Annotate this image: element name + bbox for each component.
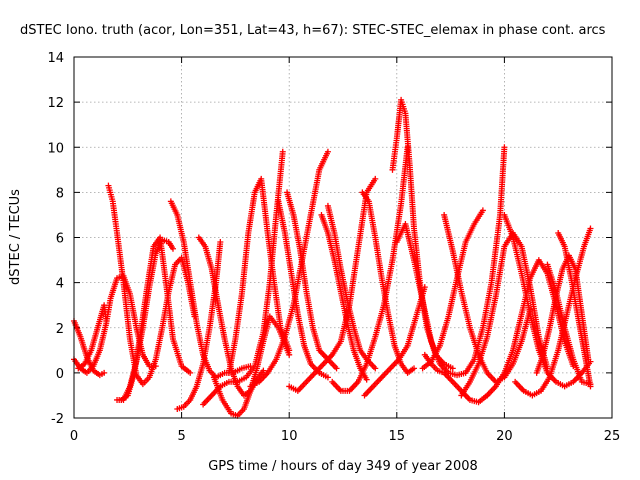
- chart-title: dSTEC Iono. truth (acor, Lon=351, Lat=43…: [20, 23, 606, 38]
- data-point: [101, 369, 108, 376]
- data-point: [279, 148, 286, 155]
- x-axis-label: GPS time / hours of day 349 of year 2008: [208, 459, 478, 474]
- data-point: [372, 365, 379, 372]
- data-point: [501, 144, 508, 151]
- data-series-25: [421, 351, 491, 406]
- data-point: [411, 365, 418, 372]
- x-tick-label: 0: [70, 429, 78, 444]
- data-series-6: [118, 234, 194, 403]
- y-tick-label: 4: [56, 277, 64, 292]
- data-point: [286, 347, 293, 354]
- data-point: [103, 317, 110, 324]
- data-series-18: [324, 202, 379, 372]
- data-point: [363, 376, 370, 383]
- plot-frame: [73, 56, 613, 419]
- data-series-12: [225, 175, 293, 376]
- data-point: [479, 207, 486, 214]
- data-series-8: [174, 239, 224, 412]
- y-tick-label: 14: [47, 51, 64, 66]
- data-point: [260, 367, 267, 374]
- data-series-15: [284, 189, 340, 372]
- data-series-3: [75, 302, 110, 372]
- data-point: [169, 245, 176, 252]
- data-series-10: [200, 148, 286, 408]
- data-series-4: [105, 182, 198, 388]
- axis-ticks: 0 5 10 15 20 25 -2 0 2 4 6 8 10 12 14: [47, 51, 620, 444]
- y-tick-label: 8: [56, 186, 64, 201]
- y-tick-label: -2: [51, 412, 64, 427]
- y-tick-label: 6: [56, 232, 64, 247]
- x-tick-label: 20: [496, 429, 513, 444]
- data-point: [324, 374, 331, 381]
- data-points: [71, 96, 594, 419]
- data-series-27: [458, 229, 551, 399]
- data-point: [333, 365, 340, 372]
- data-point: [324, 148, 331, 155]
- data-point: [187, 369, 194, 376]
- y-tick-label: 2: [56, 322, 64, 337]
- data-series-32: [555, 229, 594, 390]
- data-series-23: [393, 144, 508, 379]
- data-point: [587, 225, 594, 232]
- data-series-33: [544, 261, 594, 388]
- data-series-14: [275, 198, 331, 381]
- y-axis-label: dSTEC / TECUs: [8, 189, 23, 285]
- y-tick-label: 12: [47, 96, 64, 111]
- data-series-24: [419, 207, 486, 372]
- x-tick-label: 25: [604, 429, 621, 444]
- data-point: [372, 175, 379, 182]
- y-tick-label: 0: [56, 367, 64, 382]
- x-tick-label: 5: [177, 429, 185, 444]
- data-series-1: [71, 272, 159, 376]
- data-point: [587, 381, 594, 388]
- x-tick-label: 10: [281, 429, 298, 444]
- x-tick-label: 15: [389, 429, 406, 444]
- data-point: [421, 284, 428, 291]
- data-series-31: [533, 252, 592, 376]
- y-tick-label: 10: [47, 141, 64, 156]
- data-point: [217, 239, 224, 246]
- data-point: [449, 365, 456, 372]
